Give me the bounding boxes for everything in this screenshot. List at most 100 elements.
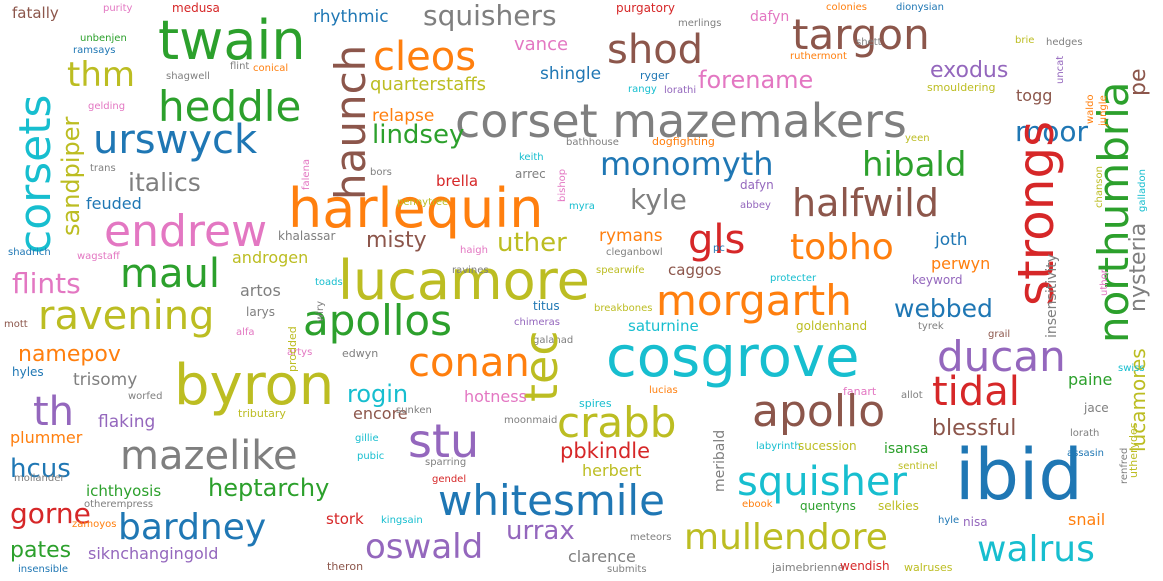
word: harlequin	[288, 177, 544, 240]
word: trisomy	[73, 370, 138, 390]
word: nisa	[963, 515, 988, 529]
word: moonmaid	[504, 415, 558, 426]
word: shod	[607, 27, 704, 73]
word: walruses	[904, 561, 953, 574]
word: gls	[688, 217, 746, 263]
word: breakbones	[594, 303, 653, 314]
word: cosgrove	[606, 325, 860, 390]
word: lucias	[649, 385, 678, 396]
word: quentyns	[800, 499, 856, 513]
word: keith	[519, 152, 544, 163]
word: byron	[174, 353, 335, 418]
word: swiss	[1118, 363, 1145, 374]
word: plummer	[10, 428, 83, 447]
word: otherempress	[84, 499, 154, 510]
word: oswald	[365, 527, 484, 567]
word: crabb	[557, 398, 677, 447]
word: relapse	[372, 106, 435, 126]
word: isansa	[884, 441, 929, 457]
word: forename	[698, 66, 814, 94]
word: chimeras	[514, 317, 560, 328]
word: artys	[287, 347, 313, 358]
word: mullendore	[684, 517, 888, 558]
word: insensitivity	[1044, 253, 1060, 338]
word: dionysian	[896, 2, 944, 13]
word: hedges	[1046, 37, 1083, 48]
word: myra	[569, 201, 595, 212]
word: webbed	[894, 294, 993, 323]
word: uther	[497, 228, 567, 258]
word: kingsain	[381, 515, 423, 526]
word: tobho	[790, 227, 894, 268]
word: pc	[713, 243, 725, 254]
word: caggos	[668, 261, 722, 279]
word: flints	[12, 267, 81, 300]
word: artos	[240, 281, 281, 300]
word: lindsey	[372, 120, 465, 150]
word: tidal	[932, 369, 1020, 415]
word: bors	[370, 167, 392, 178]
word: lorathi	[664, 85, 697, 96]
word: stork	[326, 510, 364, 528]
word: hyle	[938, 515, 960, 526]
word: blessful	[932, 416, 1017, 441]
word: ichthyosis	[86, 482, 162, 500]
word: tributary	[238, 407, 286, 420]
word: conical	[253, 63, 289, 74]
word: ibid	[955, 434, 1083, 516]
word: goldenhand	[796, 319, 868, 333]
word: jace	[1084, 401, 1109, 415]
word: shadrich	[8, 247, 51, 258]
word: edwyn	[342, 347, 379, 360]
word: mazelike	[120, 433, 298, 479]
word: apollos	[303, 296, 453, 345]
word: rymans	[599, 226, 663, 246]
word: quarterstaffs	[370, 74, 487, 95]
word: squishers	[423, 0, 557, 32]
word: gendel	[432, 474, 467, 485]
word: meteors	[630, 532, 672, 543]
word: arrec	[515, 167, 546, 181]
word: corsets	[10, 94, 61, 254]
word: exodus	[930, 58, 1009, 83]
word: rhythmic	[313, 7, 389, 27]
word: prodded	[286, 326, 299, 372]
word: heddle	[158, 82, 302, 131]
word: feuded	[86, 194, 142, 213]
word: sandpiper	[57, 116, 85, 236]
word: walrus	[977, 529, 1095, 570]
word: allot	[901, 390, 923, 401]
word: keyword	[912, 273, 963, 287]
word: squisher	[737, 459, 907, 505]
word: wiry	[315, 301, 326, 322]
word: mollander	[14, 473, 65, 484]
word: tyrek	[918, 321, 944, 332]
word: galladon	[1137, 169, 1148, 212]
word: siknchangingold	[88, 544, 219, 563]
word: submits	[607, 564, 647, 575]
word: waldo	[1085, 94, 1096, 124]
word: sentinel	[898, 461, 938, 472]
word: gorne	[10, 497, 91, 530]
word: togg	[1016, 86, 1053, 105]
word: selkies	[878, 499, 919, 513]
word: merlings	[678, 18, 722, 29]
word: shagwell	[166, 71, 210, 82]
word: rogin	[347, 380, 409, 408]
word: conan	[408, 340, 530, 386]
word: urrax	[506, 516, 575, 546]
word: androgen	[232, 248, 309, 267]
word: cleganbowl	[606, 247, 663, 258]
word: insensible	[18, 564, 69, 575]
word: encore	[353, 404, 408, 423]
word: bishop	[557, 168, 568, 202]
word: stu	[408, 414, 480, 468]
word: ruthermont	[790, 51, 847, 62]
word: urswyck	[93, 117, 258, 163]
word: whitesmile	[438, 476, 665, 525]
word: brella	[436, 172, 479, 190]
word: corset mazemakers	[455, 94, 907, 148]
word: titus	[533, 299, 560, 313]
word: bathhouse	[566, 137, 619, 148]
word: chanson	[1094, 166, 1105, 208]
